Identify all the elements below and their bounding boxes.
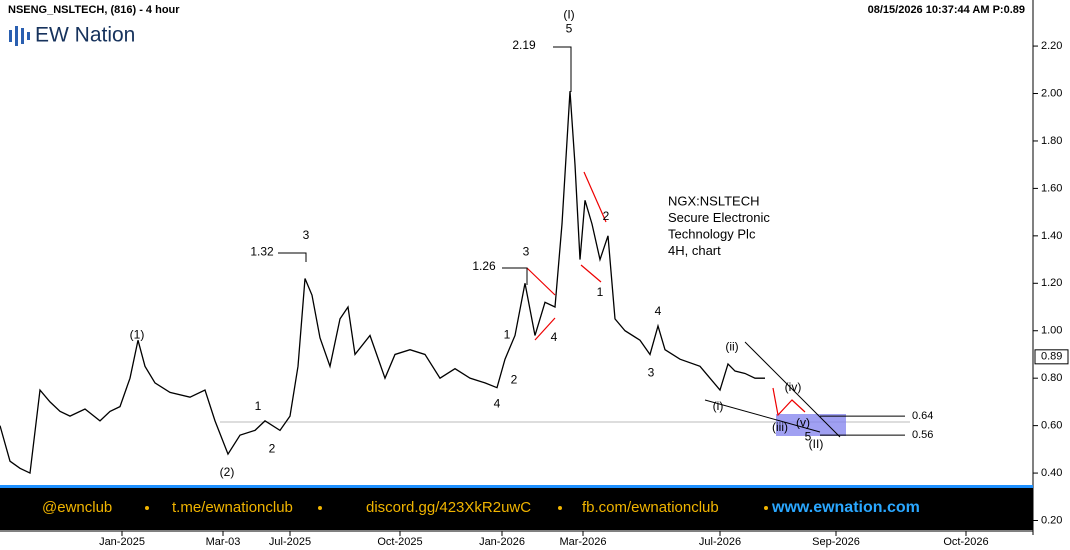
footer-link: t.me/ewnationclub bbox=[172, 499, 293, 516]
wave-label: 1 bbox=[597, 285, 604, 299]
wave-label: (ii) bbox=[725, 340, 738, 354]
wave-label: (2) bbox=[220, 465, 235, 479]
wave-label: 5 bbox=[805, 430, 812, 444]
wave-label: (v) bbox=[796, 415, 810, 429]
footer-link: discord.gg/423XkR2uwC bbox=[366, 499, 531, 516]
price-line bbox=[0, 91, 765, 475]
y-tick-label: 1.80 bbox=[1041, 135, 1062, 147]
x-tick-label: Jan-2025 bbox=[99, 536, 145, 548]
y-tick-label: 1.20 bbox=[1041, 277, 1062, 289]
x-tick-label: Jan-2026 bbox=[479, 536, 525, 548]
x-tick-label: Mar-03 bbox=[206, 536, 241, 548]
y-tick-label: 0.80 bbox=[1041, 372, 1062, 384]
info-text: Technology Plc bbox=[668, 226, 756, 241]
y-tick-label: 0.40 bbox=[1041, 467, 1062, 479]
wave-label: 1 bbox=[504, 328, 511, 342]
wave-label: (I) bbox=[563, 7, 574, 21]
level-label: 0.64 bbox=[912, 410, 933, 422]
logo: EW Nation bbox=[35, 24, 135, 47]
wave-label: 3 bbox=[648, 366, 655, 380]
y-tick-label: 1.40 bbox=[1041, 230, 1062, 242]
footer-line bbox=[0, 485, 1033, 488]
y-tick-label: 1.00 bbox=[1041, 325, 1062, 337]
wave-label: 5 bbox=[566, 22, 573, 36]
wave-label: (1) bbox=[130, 328, 145, 342]
wave-label: 2 bbox=[603, 209, 610, 223]
footer-separators bbox=[145, 506, 768, 510]
y-tick-label: 0.20 bbox=[1041, 514, 1062, 526]
x-tick-label: Jul-2026 bbox=[699, 536, 741, 548]
wave-lines bbox=[526, 171, 806, 417]
logo-icon bbox=[9, 26, 30, 46]
info-text: NGX:NSLTECH bbox=[668, 193, 760, 208]
footer-link: fb.com/ewnationclub bbox=[582, 499, 719, 516]
footer-band bbox=[0, 488, 1033, 530]
target-box bbox=[776, 414, 846, 436]
footer-link: www.ewnation.com bbox=[771, 499, 920, 516]
wave-label: 1.32 bbox=[250, 245, 274, 259]
wave-label: (iv) bbox=[785, 380, 802, 394]
wave-label: 2 bbox=[269, 442, 276, 456]
wave-label: (iii) bbox=[772, 420, 788, 434]
y-tick-label: 0.60 bbox=[1041, 420, 1062, 432]
wave-label: 1 bbox=[255, 399, 262, 413]
wave-label: 4 bbox=[494, 396, 501, 410]
last-price-box bbox=[1034, 349, 1069, 365]
y-tick-label: 2.00 bbox=[1041, 87, 1062, 99]
info-text: 4H, chart bbox=[668, 243, 721, 258]
x-tick-label: Sep-2026 bbox=[812, 536, 860, 548]
x-tick-label: Oct-2026 bbox=[943, 536, 988, 548]
wave-label: 2.19 bbox=[512, 38, 536, 52]
x-tick-label: Mar-2026 bbox=[559, 536, 606, 548]
x-tick-label: Jul-2025 bbox=[269, 536, 311, 548]
wave-label: 2 bbox=[511, 373, 518, 387]
last-price: 0.89 bbox=[1041, 351, 1062, 363]
y-tick-label: 1.60 bbox=[1041, 182, 1062, 194]
timestamp: 08/15/2026 10:37:44 AM P:0.89 bbox=[868, 4, 1025, 16]
wave-label: 4 bbox=[551, 330, 558, 344]
wave-label: 3 bbox=[303, 228, 310, 242]
wave-label: 4 bbox=[655, 304, 662, 318]
wave-label: (II) bbox=[809, 437, 824, 451]
wave-label: 1.26 bbox=[472, 259, 496, 273]
wave-label: 3 bbox=[523, 245, 530, 259]
level-label: 0.56 bbox=[912, 429, 933, 441]
chart-title: NSENG_NSLTECH, (816) - 4 hour bbox=[8, 4, 180, 16]
info-text: Secure Electronic bbox=[668, 210, 770, 225]
wave-channel bbox=[278, 46, 841, 438]
y-tick-label: 2.20 bbox=[1041, 40, 1062, 52]
x-tick-label: Oct-2025 bbox=[377, 536, 422, 548]
wave-label: (i) bbox=[713, 399, 724, 413]
footer-link: @ewnclub bbox=[42, 499, 112, 516]
